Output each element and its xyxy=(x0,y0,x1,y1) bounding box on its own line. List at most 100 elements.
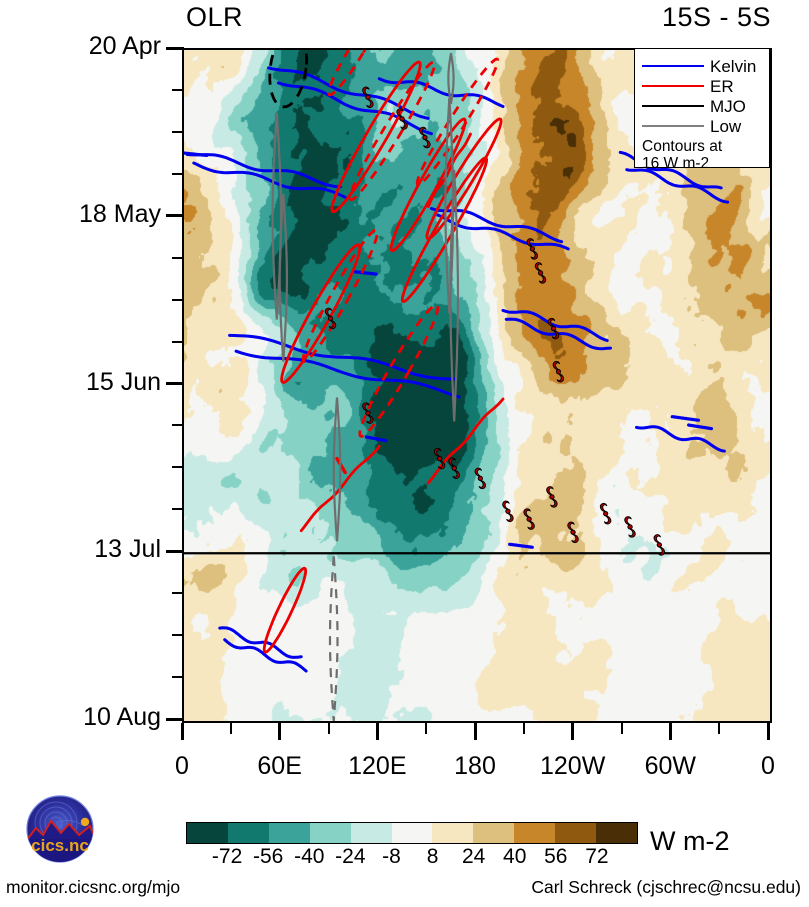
x-tick-label: 60E xyxy=(257,752,302,780)
y-tick-label: 10 Aug xyxy=(83,703,161,731)
colorbar-bin xyxy=(268,823,310,843)
x-tick-label: 120E xyxy=(348,752,407,780)
tropical-cyclone-symbol[interactable] xyxy=(547,317,560,340)
low-contour xyxy=(271,112,283,320)
legend-item-mjo[interactable]: MJO xyxy=(642,96,763,116)
tropical-cyclone-symbol[interactable] xyxy=(448,457,460,479)
tropical-cyclone-symbol[interactable] xyxy=(474,467,486,490)
legend[interactable]: Kelvin ER MJO Low Contours at 16 W m-2 xyxy=(634,48,770,172)
y-tick-minor xyxy=(172,130,184,133)
tropical-cyclone-symbol[interactable] xyxy=(502,500,514,523)
tropical-cyclone-symbol[interactable] xyxy=(362,402,374,424)
colorbar-bin xyxy=(309,823,351,843)
kelvin-contour-fragment xyxy=(184,151,209,157)
legend-contour-note: Contours at 16 W m-2 xyxy=(642,138,763,172)
colorbar-tick-label: -24 xyxy=(335,845,366,868)
kelvin-contour xyxy=(234,349,461,399)
colorbar-bin xyxy=(350,823,392,843)
x-tick-minor xyxy=(229,723,232,734)
colorbar-units-label: W m-2 xyxy=(650,826,730,856)
kelvin-contour-fragment xyxy=(508,542,534,549)
legend-swatch-mjo xyxy=(642,105,704,107)
kelvin-contour xyxy=(635,425,726,453)
colorbar-bin xyxy=(432,823,474,843)
y-tick-label: 18 May xyxy=(79,199,161,228)
footer-url[interactable]: monitor.cicsnc.org/mjo xyxy=(6,877,181,897)
legend-item-er[interactable]: ER xyxy=(642,76,763,96)
colorbar-tick-label: 40 xyxy=(503,845,527,868)
kelvin-contour xyxy=(185,153,342,189)
er-contour xyxy=(400,156,488,303)
x-tick-label: 60W xyxy=(644,752,697,780)
colorbar-tick-label: 72 xyxy=(585,845,609,868)
colorbar[interactable] xyxy=(186,822,638,844)
page-title: OLR xyxy=(186,2,244,32)
tropical-cyclone-symbol[interactable] xyxy=(624,516,636,538)
y-tick-minor xyxy=(172,676,184,679)
tropical-cyclone-symbol[interactable] xyxy=(653,534,665,556)
tropical-cyclone-symbol[interactable] xyxy=(419,126,431,149)
legend-item-low[interactable]: Low xyxy=(642,116,763,136)
latitude-band-label: 15S - 5S xyxy=(661,2,771,32)
y-tick-label: 13 Jul xyxy=(94,535,161,564)
colorbar-bin xyxy=(391,823,433,843)
kelvin-contour xyxy=(501,308,609,342)
er-contour-open xyxy=(426,397,505,485)
tropical-cyclone-symbol[interactable] xyxy=(552,360,565,383)
x-tick-minor xyxy=(425,723,428,734)
mjo-contour xyxy=(268,50,308,109)
x-tick-minor xyxy=(522,723,525,734)
low-contour xyxy=(449,169,460,422)
legend-note-line1: Contours at xyxy=(642,138,723,155)
x-tick-major xyxy=(668,723,672,740)
colorbar-tick-labels: -72 -56 -40 -24 -8 8 24 40 56 72 xyxy=(186,845,638,869)
x-tick-minor xyxy=(718,723,721,734)
er-contour-dashed xyxy=(301,228,379,363)
tropical-cyclone-symbol[interactable] xyxy=(599,502,612,525)
colorbar-bin xyxy=(227,823,269,843)
kelvin-contour xyxy=(267,66,430,120)
kelvin-contour-fragment xyxy=(364,435,388,443)
colorbar-bin xyxy=(514,823,556,843)
x-tick-minor xyxy=(620,723,623,734)
tropical-cyclone-symbol[interactable] xyxy=(523,508,535,530)
y-tick-label: 15 Jun xyxy=(85,367,161,396)
kelvin-contour xyxy=(436,213,570,251)
y-tick-minor xyxy=(172,634,184,637)
tropical-cyclone-symbol[interactable] xyxy=(396,108,408,130)
x-tick-label: 180 xyxy=(454,752,496,780)
legend-note-line2: 16 W m-2 xyxy=(642,155,710,172)
kelvin-contour xyxy=(218,626,303,659)
y-tick-major xyxy=(166,549,184,553)
tropical-cyclone-symbol[interactable] xyxy=(362,86,374,109)
kelvin-contour xyxy=(192,161,347,199)
kelvin-contour xyxy=(276,81,433,136)
y-tick-minor xyxy=(172,466,184,469)
y-tick-minor xyxy=(172,88,184,91)
legend-label-mjo: MJO xyxy=(710,96,746,116)
tropical-cyclone-symbol[interactable] xyxy=(324,307,337,330)
tropical-cyclone-symbol[interactable] xyxy=(433,447,446,470)
kelvin-contour-fragment xyxy=(687,423,713,431)
er-contour xyxy=(330,60,422,214)
low-contour xyxy=(444,97,455,314)
cicsnc-logo[interactable]: cics.nc xyxy=(12,795,108,867)
legend-item-kelvin[interactable]: Kelvin xyxy=(642,56,763,76)
x-tick-major xyxy=(180,723,184,740)
tropical-cyclone-symbol[interactable] xyxy=(534,262,547,284)
footer-credit[interactable]: Carl Schreck (cjschrec@ncsu.edu) xyxy=(531,877,801,897)
legend-swatch-low xyxy=(642,125,704,127)
y-tick-major xyxy=(166,214,184,218)
x-tick-major xyxy=(278,723,282,740)
tropical-cyclone-symbol[interactable] xyxy=(567,521,579,544)
kelvin-contour-fragment xyxy=(670,415,700,422)
y-tick-label: 20 Apr xyxy=(88,32,161,60)
tropical-cyclone-symbol[interactable] xyxy=(546,486,558,508)
legend-label-kelvin: Kelvin xyxy=(710,56,757,76)
logo-wordmark: cics.nc xyxy=(31,836,89,855)
y-tick-major xyxy=(166,46,184,50)
tropical-cyclone-symbol[interactable] xyxy=(526,238,538,260)
kelvin-contour xyxy=(625,168,730,204)
y-tick-minor xyxy=(172,256,184,259)
legend-swatch-er xyxy=(642,85,704,87)
